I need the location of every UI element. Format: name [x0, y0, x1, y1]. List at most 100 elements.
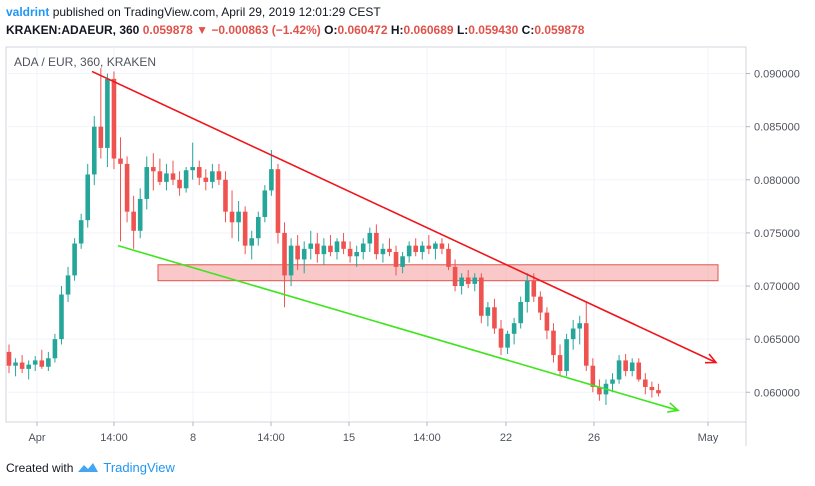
plot-area[interactable] [5, 46, 747, 423]
candle-body [144, 167, 150, 199]
candle-body [498, 328, 504, 348]
publication-info: valdrint published on TradingView.com, A… [6, 5, 381, 19]
candle-body [623, 360, 628, 372]
candle-body [190, 167, 195, 171]
candle-body [328, 245, 333, 253]
candle-body [288, 245, 294, 276]
candle-body [472, 277, 478, 284]
candle-body [137, 198, 143, 231]
candle-body [524, 280, 530, 302]
candle-body [656, 390, 661, 394]
price-axis[interactable]: 0.090000 0.085000 0.080000 0.075000 0.070000… [746, 69, 800, 400]
chart-title: ADA / EUR, 360, KRAKEN [14, 55, 156, 69]
support-trendline[interactable] [117, 244, 679, 412]
candle-body [321, 245, 327, 255]
candle-body [183, 170, 189, 189]
candle-body [295, 245, 300, 260]
candle-body [32, 360, 38, 365]
symbol-info: KRAKEN:ADAEUR, 360 0.059878 ▼ −0.000863 … [6, 23, 584, 37]
resistance-trendline[interactable] [91, 70, 717, 364]
created-with-text: Created with [6, 460, 74, 475]
candle-body [551, 330, 556, 356]
open-label: O: [324, 23, 338, 37]
y-tick-label: 0.075000 [754, 228, 800, 240]
low-value: 0.059430 [468, 23, 519, 37]
candle-body [78, 220, 84, 244]
candle-body [354, 252, 359, 257]
candle-body [439, 243, 445, 249]
time-axis[interactable]: Apr 14:00 8 14:00 15 14:00 22 26 May [28, 422, 719, 444]
candle-body [531, 280, 537, 297]
candle-body [374, 232, 379, 255]
resistance-zone[interactable] [157, 264, 719, 282]
candle-body [452, 266, 458, 287]
candle-body [203, 177, 209, 182]
y-tick-label: 0.060000 [754, 387, 800, 399]
candle-body [583, 323, 589, 366]
price-change: −0.000863 (−1.42%) [211, 23, 321, 37]
open-value: 0.060472 [337, 23, 388, 37]
y-tick-label: 0.080000 [754, 175, 800, 187]
candle-body [380, 248, 386, 255]
x-tick-label: 14:00 [257, 432, 285, 444]
candle-body [105, 78, 110, 148]
symbol-label: KRAKEN:ADAEUR, 360 [6, 23, 140, 37]
candle-body [413, 245, 419, 253]
candle-body [269, 169, 274, 191]
candle-body [26, 364, 31, 369]
candle-body [643, 379, 648, 387]
candle-body [636, 362, 642, 380]
low-label: L: [456, 23, 469, 37]
candle-body [170, 173, 176, 180]
candle-body [485, 307, 491, 316]
candle-body [557, 355, 563, 372]
published-text: published on TradingView.com, April 29, … [52, 5, 381, 19]
candle-body [315, 243, 320, 255]
candle-body [564, 339, 569, 372]
tradingview-logo-icon [78, 462, 99, 472]
close-label: C: [521, 23, 535, 37]
candle-body [151, 167, 156, 172]
candle-body [52, 339, 58, 359]
candle-body [590, 365, 596, 387]
candle-body [111, 78, 117, 159]
candle-body [577, 323, 583, 329]
candle-body [387, 248, 392, 253]
candle-body [6, 351, 12, 366]
footer: Created with TradingView [6, 460, 175, 475]
y-tick-label: 0.085000 [754, 122, 800, 134]
candle-body [433, 243, 438, 249]
candle-body [249, 238, 255, 246]
x-tick-label: 22 [500, 432, 512, 444]
candle-body [406, 245, 412, 257]
candle-body [511, 323, 517, 334]
down-triangle-icon: ▼ [196, 23, 208, 37]
tradingview-brand[interactable]: TradingView [103, 460, 175, 475]
candle-body [301, 248, 307, 260]
y-tick-label: 0.065000 [754, 334, 800, 346]
candle-body [98, 126, 104, 148]
candle-body [46, 358, 51, 367]
candle-body [400, 256, 405, 267]
x-tick-label: 26 [588, 432, 600, 444]
author-name[interactable]: valdrint [6, 5, 50, 19]
close-value: 0.059878 [534, 23, 585, 37]
candle-body [360, 243, 366, 253]
candle-body [59, 294, 64, 340]
candle-body [13, 362, 18, 366]
candle-body [341, 241, 346, 249]
candle-body [216, 171, 222, 180]
candle-body [85, 174, 91, 221]
high-label: H: [390, 23, 404, 37]
high-value: 0.060689 [403, 23, 454, 37]
candle-body [649, 386, 655, 391]
candle-body [262, 190, 268, 217]
candle-body [426, 245, 432, 249]
candle-body [236, 211, 241, 223]
candle-body [210, 171, 215, 182]
candles [6, 68, 661, 406]
last-price: 0.059878 [142, 23, 193, 37]
candle-body [72, 243, 77, 276]
candle-body [347, 248, 353, 257]
